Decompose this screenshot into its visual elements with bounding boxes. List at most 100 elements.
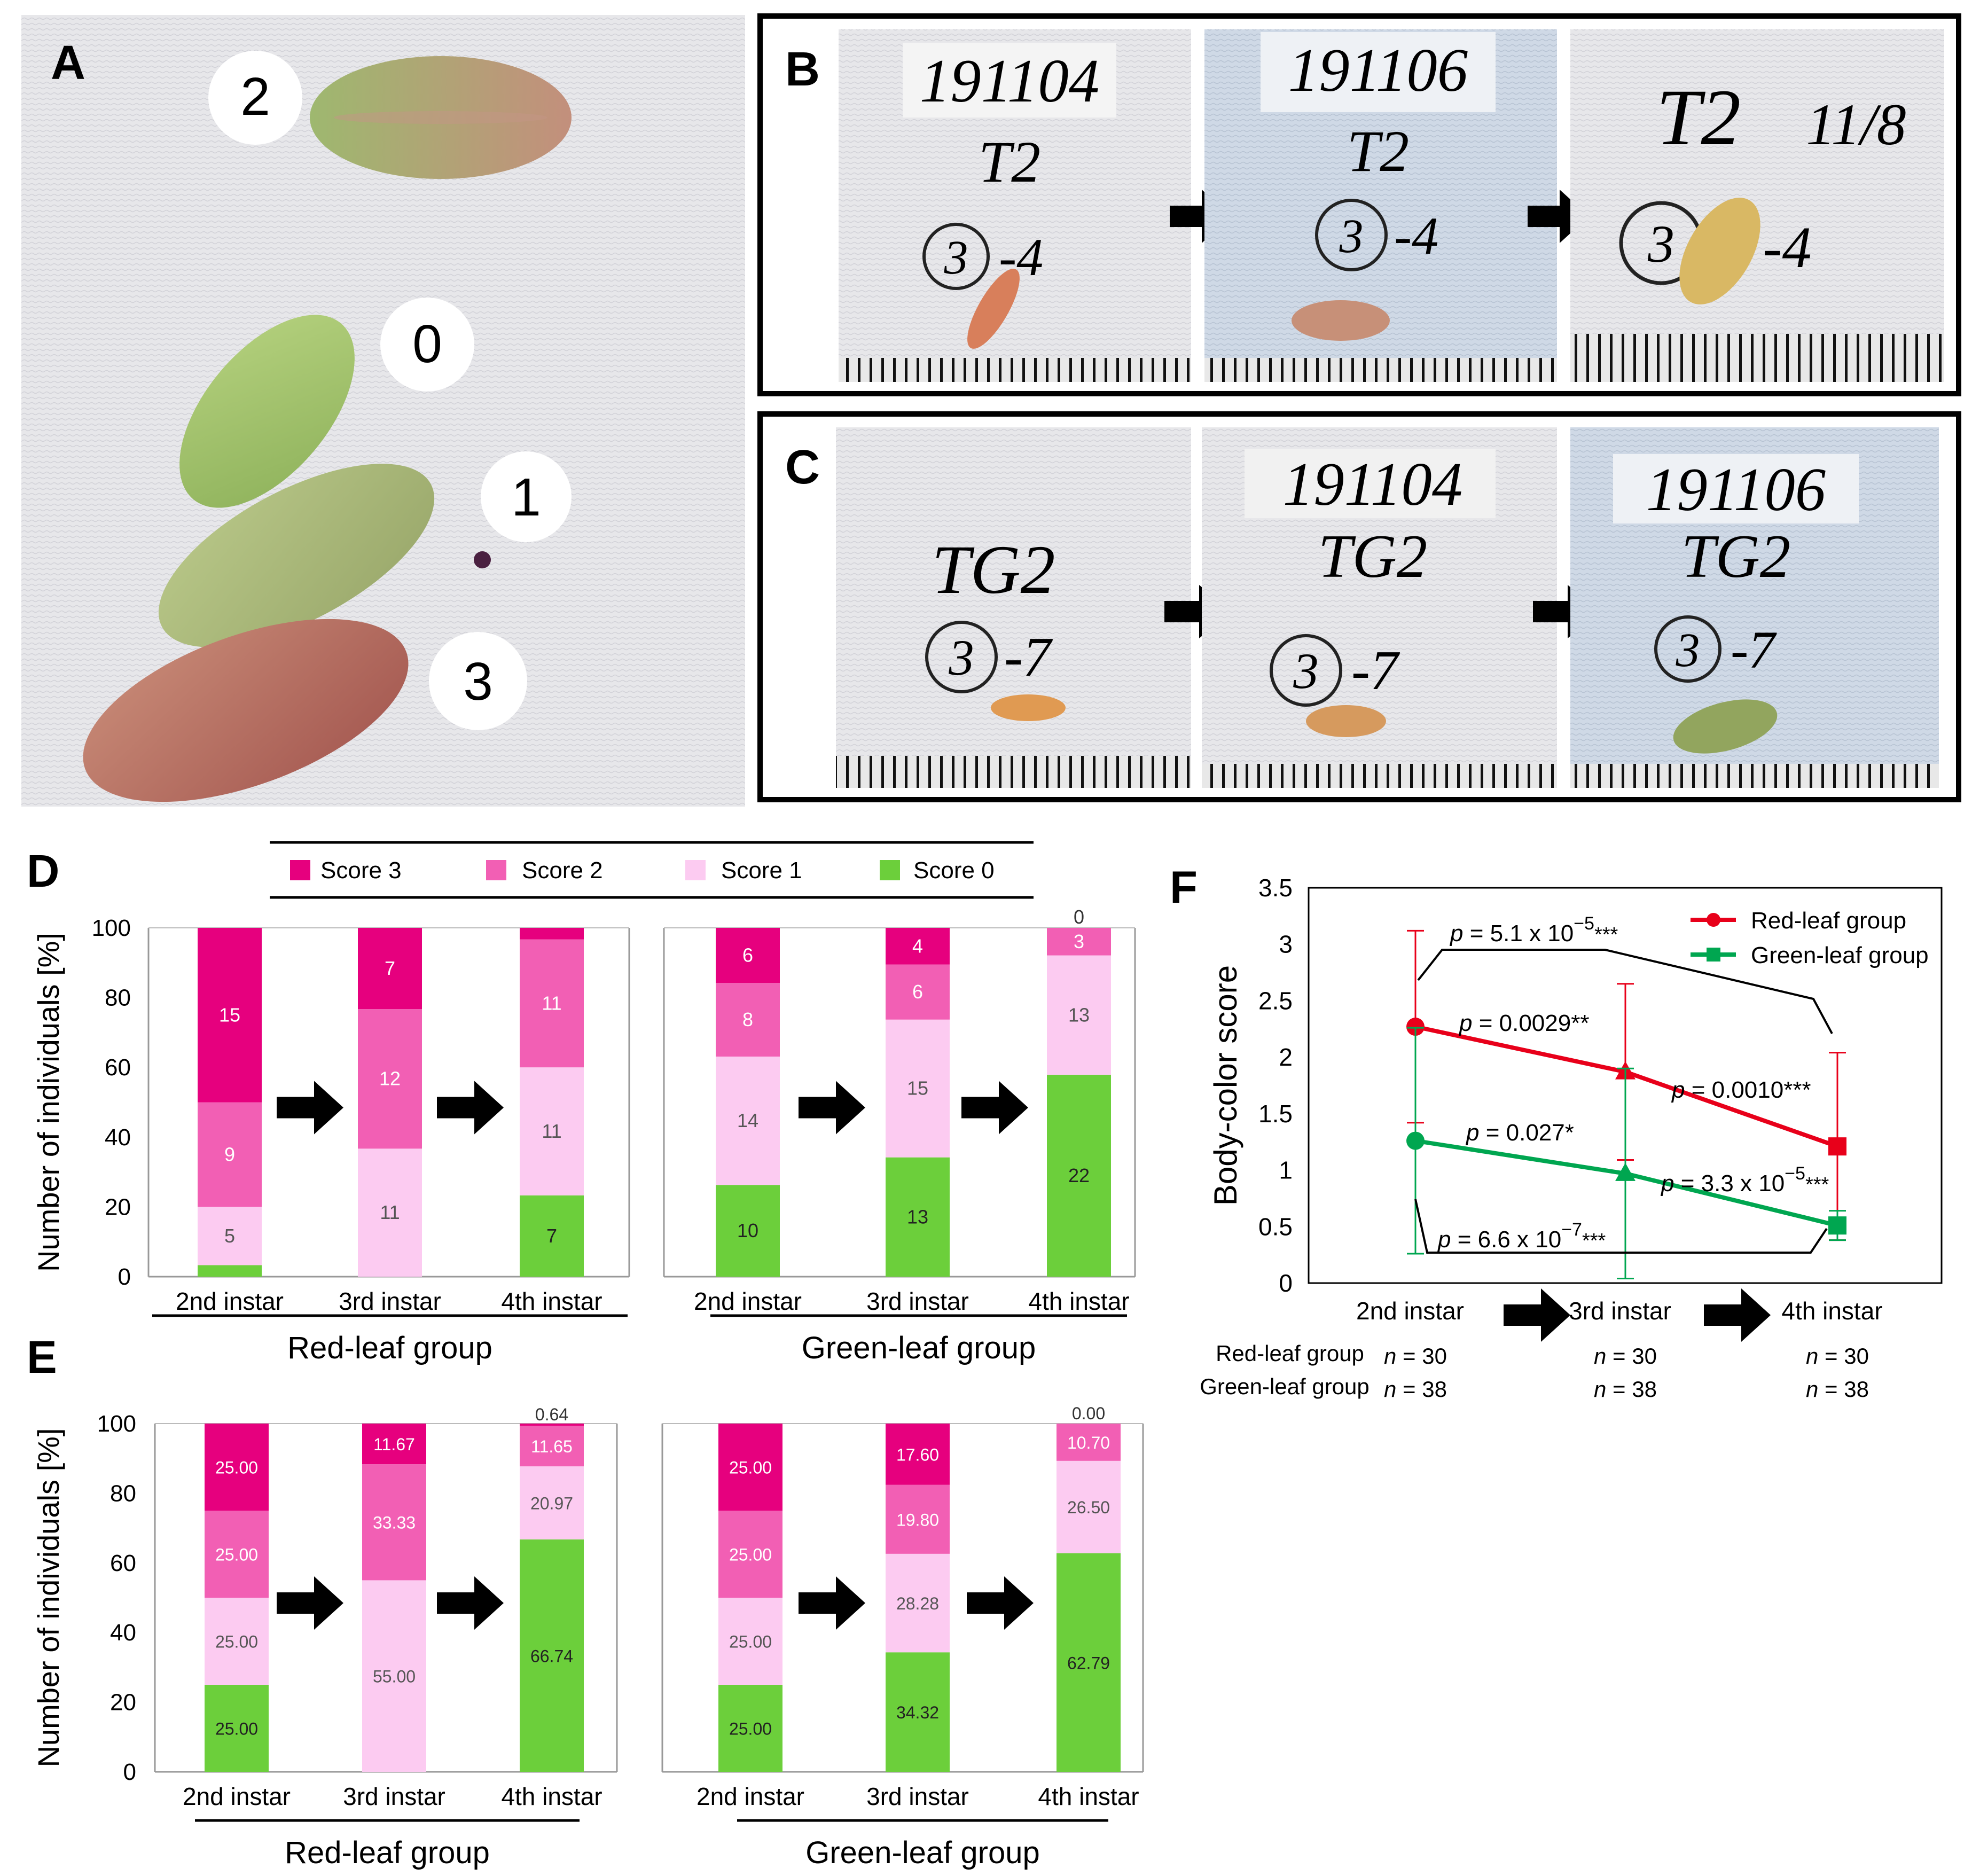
legend-label: Score 0 xyxy=(913,857,995,884)
n-count: 38 xyxy=(1844,1377,1869,1402)
group-name: Red-leaf group xyxy=(287,1331,492,1365)
legend-label: Score 1 xyxy=(721,857,802,884)
sample-size-row-label: Red-leaf group xyxy=(1216,1341,1364,1366)
legend-item-score-1: Score 1 xyxy=(685,857,802,884)
score-badge-label: 3 xyxy=(463,652,493,712)
arrow-icon xyxy=(437,1576,504,1630)
bar-segment xyxy=(198,928,262,1103)
p-exponent: −5 xyxy=(1785,1163,1805,1184)
id-circle xyxy=(1270,634,1342,707)
id-circle-number: 3 xyxy=(1676,624,1700,677)
legend-swatch xyxy=(486,860,506,880)
bar-segment xyxy=(520,1067,584,1195)
bar-value-label: 17.60 xyxy=(896,1445,939,1464)
arrow-icon xyxy=(437,1081,504,1135)
panel-d-label: D xyxy=(27,846,59,897)
caterpillar xyxy=(1306,705,1386,737)
bar-segment xyxy=(1057,1553,1121,1772)
data-point xyxy=(1406,1018,1425,1036)
x-tick-label: 2nd instar xyxy=(1356,1297,1464,1325)
bar-value-label: 25.00 xyxy=(215,1458,258,1478)
id-circle-number: 3 xyxy=(1339,210,1364,263)
bar-value-label: 10 xyxy=(737,1220,758,1241)
bar-value-label: 5 xyxy=(224,1225,235,1247)
id-circle xyxy=(922,223,990,290)
bar-value-label: 62.79 xyxy=(1067,1653,1110,1672)
bar-segment xyxy=(358,1148,422,1277)
bar-value-label: 14 xyxy=(737,1109,758,1131)
y-tick-label: 3 xyxy=(1279,931,1293,958)
chart-d-absolute-counts: Number of individuals [%]020406080100159… xyxy=(32,906,1136,1365)
data-point xyxy=(1406,1131,1425,1150)
arrow-icon xyxy=(1704,1288,1771,1342)
caterpillar-score-0 xyxy=(179,315,355,508)
panel-b-label: B xyxy=(785,43,820,96)
x-tick-label: 3rd instar xyxy=(866,1783,969,1810)
p-value: = 6.6 x 10 xyxy=(1451,1226,1561,1253)
legend-marker xyxy=(1707,948,1720,962)
bar-value-label: 11 xyxy=(542,1120,561,1142)
bar-value-label: 25.00 xyxy=(729,1719,772,1739)
arrow-icon xyxy=(277,1576,343,1630)
ruler xyxy=(836,756,1191,788)
y-tick-label: 60 xyxy=(105,1054,131,1081)
bar-value-label: 25.00 xyxy=(215,1719,258,1739)
bar-segment xyxy=(205,1685,269,1772)
panel-a-photo: A 2 0 1 3 xyxy=(21,15,745,807)
bar-segment xyxy=(198,1207,262,1265)
photo-code: T2 xyxy=(1656,73,1741,162)
caterpillar xyxy=(991,694,1066,721)
id-circle-number: 3 xyxy=(948,629,974,686)
caterpillar xyxy=(1292,300,1390,341)
panel-e-label: E xyxy=(27,1332,57,1383)
x-tick-label: 3rd instar xyxy=(866,1287,969,1315)
p-symbol: p xyxy=(1449,920,1463,947)
bar-value-label: 4 xyxy=(912,935,923,957)
y-tick-label: 100 xyxy=(97,1411,136,1437)
bar-value-label: 26.50 xyxy=(1067,1498,1110,1517)
bar-value-label: 25.00 xyxy=(729,1545,772,1565)
y-tick-label: 2 xyxy=(1279,1043,1293,1071)
n-symbol: n xyxy=(1594,1377,1606,1402)
x-tick-label: 2nd instar xyxy=(183,1783,291,1810)
bar-value-label: 0.00 xyxy=(1072,1404,1105,1423)
y-axis-title: Number of individuals [%] xyxy=(32,1428,65,1768)
legend-swatch xyxy=(290,860,310,880)
p-symbol: p xyxy=(1671,1077,1685,1103)
data-point xyxy=(1828,1137,1846,1156)
p-value-label: p = 6.6 x 10−7*** xyxy=(1437,1220,1606,1253)
bar-segment xyxy=(716,983,780,1057)
p-value-label: p = 0.0010*** xyxy=(1671,1077,1811,1103)
p-stars: *** xyxy=(1805,1174,1829,1196)
n-count: 30 xyxy=(1632,1343,1657,1369)
bar-segment xyxy=(886,1652,950,1772)
bar-segment xyxy=(716,1185,780,1277)
ruler xyxy=(1202,764,1557,788)
caterpillar xyxy=(1673,699,1778,754)
score-badge xyxy=(429,632,527,730)
bar-segment xyxy=(886,1484,950,1554)
x-tick-label: 4th instar xyxy=(1038,1783,1139,1810)
x-tick-label: 2nd instar xyxy=(697,1783,804,1810)
bar-value-label: 34.32 xyxy=(896,1703,939,1722)
significance-bracket xyxy=(1414,1199,1828,1254)
bar-value-label: 11.65 xyxy=(531,1437,573,1456)
legend-item-score-2: Score 2 xyxy=(486,857,603,884)
bar-value-label: 66.74 xyxy=(530,1646,573,1666)
y-tick-label: 0.5 xyxy=(1258,1213,1293,1240)
legend-item-score-0: Score 0 xyxy=(880,857,995,884)
caterpillar xyxy=(967,269,1020,349)
sample-size-value: n = 30 xyxy=(1806,1343,1869,1369)
y-tick-label: 1 xyxy=(1279,1156,1293,1184)
photo-code: TG2 xyxy=(1681,522,1791,590)
bar-segment xyxy=(1047,1074,1111,1277)
sample-size-value: n = 38 xyxy=(1384,1377,1447,1402)
bar-segment xyxy=(520,939,584,1068)
n-equals: = xyxy=(1818,1343,1844,1369)
date-label-card xyxy=(1245,449,1496,518)
photo-code: T2 xyxy=(979,129,1040,194)
bar-segment xyxy=(520,928,584,940)
sample-size-row-label: Green-leaf group xyxy=(1200,1374,1370,1399)
photo-code: T2 xyxy=(1347,119,1409,184)
bar-value-label: 15 xyxy=(907,1077,928,1099)
